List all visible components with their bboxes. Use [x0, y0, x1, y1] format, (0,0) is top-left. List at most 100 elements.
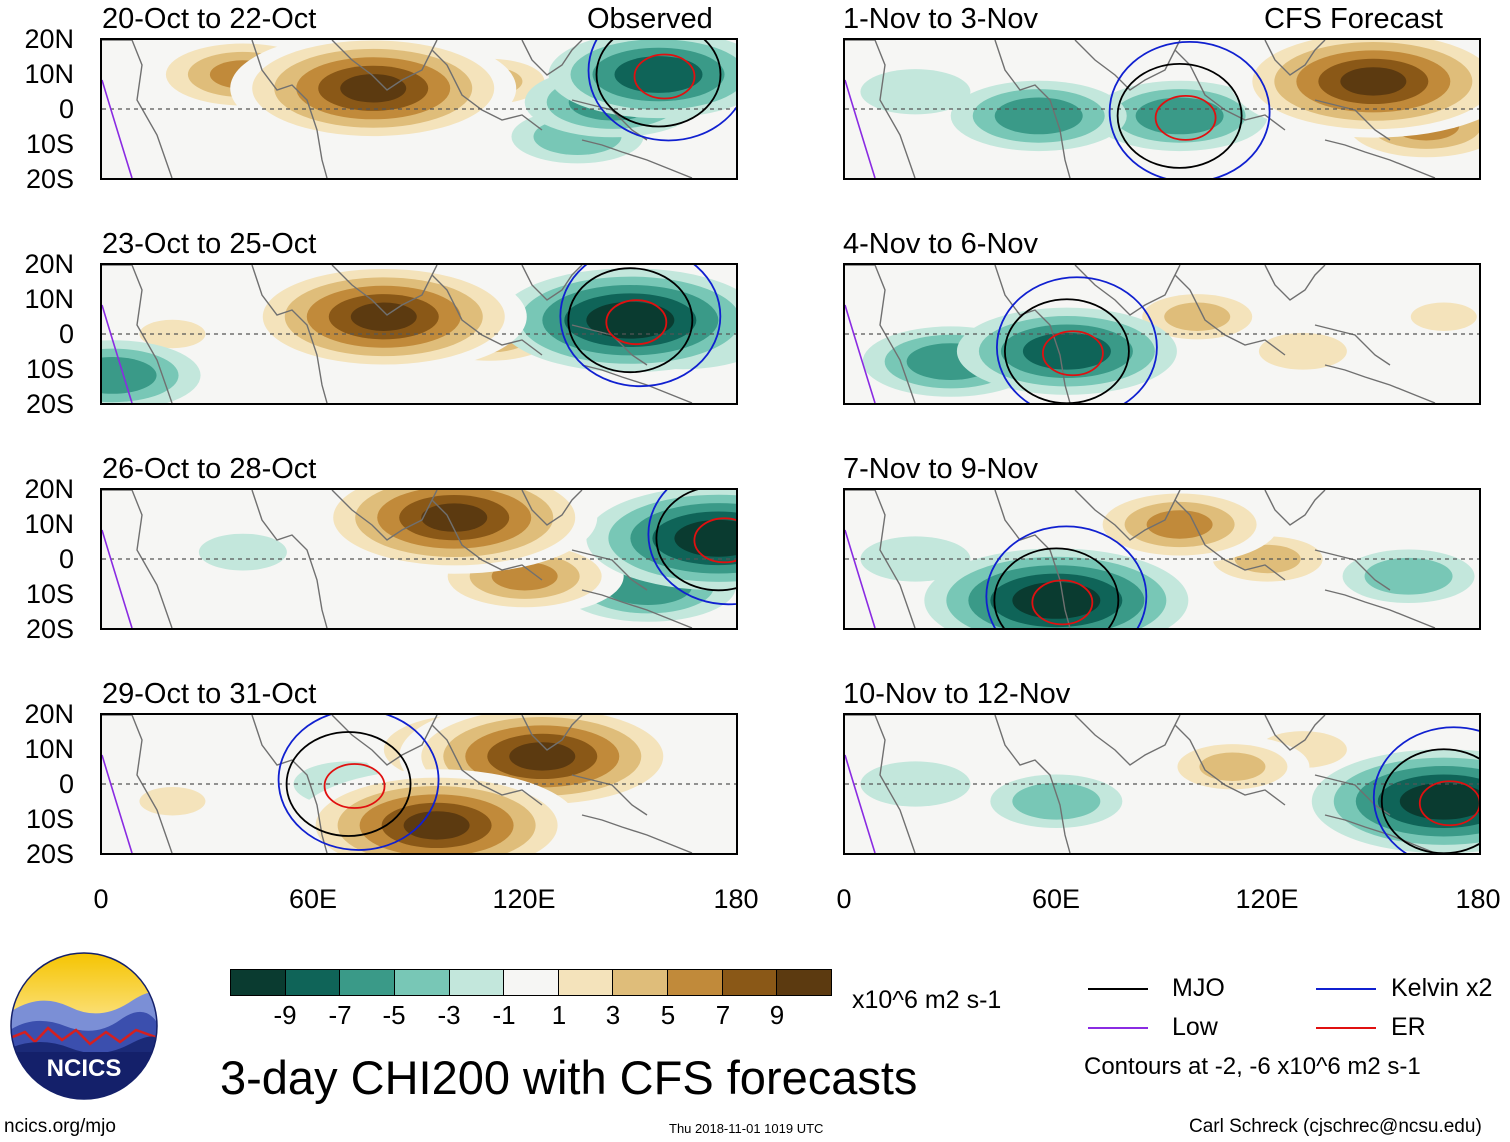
lat-tick-label: 10S	[25, 804, 74, 834]
coastline	[1174, 724, 1286, 806]
anomaly-blob	[350, 302, 417, 331]
coastline	[431, 499, 543, 581]
panel-title: 20-Oct to 22-Oct	[102, 3, 317, 35]
anomaly-blob	[509, 742, 576, 771]
legend-line-er	[1316, 1027, 1376, 1029]
coastline	[102, 490, 173, 628]
heatmap-map	[845, 490, 1479, 628]
anomaly-blob	[1199, 752, 1266, 781]
coastline	[994, 265, 1071, 403]
map-frame	[100, 488, 738, 630]
coastline	[581, 589, 693, 628]
coastline	[1314, 549, 1391, 591]
anomaly-blob	[614, 56, 703, 93]
mjo-contour	[285, 731, 412, 837]
anomaly-blob	[198, 533, 287, 571]
coastline	[102, 265, 173, 403]
colorbar-swatch	[613, 970, 669, 995]
legend-line-kelvin	[1316, 988, 1376, 990]
mjo-contour	[595, 40, 722, 128]
coastline	[251, 265, 328, 403]
coastline	[1314, 324, 1391, 366]
lat-tick-label: 10S	[25, 129, 74, 159]
panel-title: 10-Nov to 12-Nov	[843, 678, 1071, 710]
colorbar-tick: 5	[660, 1000, 676, 1030]
kelvin-contour	[587, 40, 736, 142]
anomaly-blob	[139, 319, 206, 349]
lat-tick-label: 0	[58, 544, 74, 574]
colorbar-tick: 3	[605, 1000, 621, 1030]
low-contour	[102, 529, 133, 628]
colorbar-swatch	[722, 970, 778, 995]
anomaly-blob	[1164, 302, 1231, 331]
lat-tick-label: 20N	[24, 474, 74, 504]
low-contour	[845, 304, 876, 403]
lat-tick-label: 10S	[25, 354, 74, 384]
map-frame	[843, 263, 1481, 405]
anomaly-blob	[994, 97, 1083, 135]
coastline	[581, 139, 693, 178]
heatmap-map	[102, 40, 736, 178]
mjo-contour	[1380, 748, 1479, 853]
coastline	[845, 490, 916, 628]
er-contour	[605, 299, 668, 346]
coastline	[331, 265, 438, 316]
colorbar-swatch	[668, 970, 723, 995]
colorbar-tick: -7	[328, 1000, 352, 1030]
footer-url[interactable]: ncics.org/mjo	[4, 1116, 116, 1137]
map-frame	[843, 38, 1481, 180]
coastline	[994, 40, 1071, 178]
coastline	[1074, 715, 1181, 766]
coastline	[1264, 265, 1326, 301]
panel-title: 23-Oct to 25-Oct	[102, 228, 317, 260]
coastline	[1314, 99, 1391, 141]
coastline	[521, 265, 583, 301]
anomaly-blob	[882, 544, 949, 574]
colorbar-swatch	[504, 970, 559, 995]
coastline	[1314, 774, 1391, 816]
chart-title: 3-day CHI200 with CFS forecasts	[220, 1051, 918, 1104]
anomaly-blob	[1012, 582, 1101, 619]
kelvin-contour	[277, 715, 440, 851]
colorbar-swatch	[340, 970, 395, 995]
map-frame	[843, 488, 1481, 630]
lat-tick-label: 20S	[25, 614, 74, 644]
coastline	[102, 40, 173, 178]
low-contour	[845, 529, 876, 628]
anomaly-blob	[1410, 302, 1477, 331]
colorbar-swatch	[231, 970, 286, 995]
legend-line-mjo	[1088, 988, 1148, 990]
colorbar-swatch	[777, 970, 832, 995]
mjo-contour	[655, 490, 736, 592]
coastline	[1074, 40, 1181, 91]
coastline	[581, 814, 693, 853]
panel-title: 26-Oct to 28-Oct	[102, 453, 317, 485]
mjo-contour	[993, 547, 1120, 628]
coastline	[1324, 589, 1436, 628]
kelvin-contour	[996, 276, 1158, 403]
forecast-label: CFS Forecast	[1264, 3, 1443, 35]
anomaly-blob	[1146, 510, 1213, 539]
lon-tick-label: 60E	[1031, 884, 1081, 914]
heatmap-map	[845, 40, 1479, 178]
kelvin-contour	[1108, 41, 1271, 178]
colorbar-tick: 1	[551, 1000, 567, 1030]
coastline	[994, 490, 1071, 628]
observed-label: Observed	[587, 3, 713, 35]
anomaly-blob	[102, 357, 157, 394]
lat-tick-label: 10N	[24, 59, 74, 89]
coastline	[331, 40, 438, 91]
coastline	[571, 774, 648, 816]
coastline	[331, 715, 438, 766]
er-contour	[1041, 330, 1104, 377]
heatmap-map	[102, 265, 736, 403]
contours-note: Contours at -2, -6 x10^6 m2 s-1	[1084, 1053, 1421, 1080]
coastline	[521, 715, 583, 751]
anomaly-blob	[403, 811, 470, 840]
logo-text: NCICS	[47, 1055, 122, 1082]
colorbar	[230, 969, 832, 996]
lon-tick-label: 180	[1455, 884, 1501, 914]
coastline	[1324, 364, 1436, 403]
anomaly-blob	[1258, 332, 1347, 370]
lat-tick-label: 0	[58, 94, 74, 124]
